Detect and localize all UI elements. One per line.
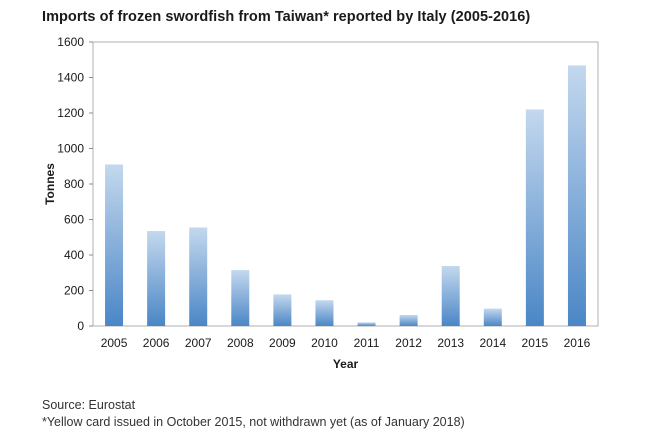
- bar-2008: [231, 270, 250, 326]
- y-tick-label: 1600: [57, 35, 84, 49]
- bar-2013: [441, 266, 460, 326]
- x-tick-label: 2009: [269, 336, 296, 350]
- x-tick-label: 2016: [564, 336, 591, 350]
- x-axis-label: Year: [333, 357, 359, 371]
- y-tick-label: 800: [64, 177, 84, 191]
- x-tick-label: 2006: [143, 336, 170, 350]
- x-tick-label: 2007: [185, 336, 212, 350]
- x-tick-label: 2005: [101, 336, 128, 350]
- bars: [105, 65, 586, 327]
- source-text: Source: Eurostat: [42, 398, 136, 412]
- x-tick-label: 2012: [395, 336, 422, 350]
- x-tick-label: 2008: [227, 336, 254, 350]
- y-tick-label: 400: [64, 248, 84, 262]
- y-tick-label: 1400: [57, 71, 84, 85]
- bar-2011: [357, 322, 376, 326]
- y-tick-label: 600: [64, 213, 84, 227]
- y-axis-label: Tonnes: [43, 163, 57, 205]
- bar-2005: [105, 164, 124, 326]
- x-tick-label: 2013: [437, 336, 464, 350]
- x-tick-label: 2011: [354, 336, 380, 350]
- y-axis-ticks: 0 200 400 600 800 1000 1200 1400 1600: [57, 35, 93, 333]
- y-tick-label: 1000: [57, 142, 84, 156]
- bar-2007: [189, 227, 208, 326]
- plot-frame: [92, 41, 599, 327]
- bar-2016: [567, 65, 586, 327]
- bar-2010: [315, 300, 334, 326]
- bar-2006: [147, 231, 166, 326]
- bar-2015: [525, 109, 544, 326]
- y-tick-label: 200: [64, 284, 84, 298]
- x-tick-label: 2010: [311, 336, 338, 350]
- footnote-text: *Yellow card issued in October 2015, not…: [42, 415, 465, 429]
- x-tick-label: 2014: [479, 336, 506, 350]
- y-tick-label: 1200: [57, 106, 84, 120]
- x-axis-ticks: 2005 2006 2007 2008 2009 2010 2011 2012 2013 2014…: [101, 336, 591, 350]
- bar-2012: [399, 314, 418, 326]
- bar-2009: [273, 294, 292, 326]
- y-tick-label: 0: [77, 319, 84, 333]
- x-tick-label: 2015: [522, 336, 549, 350]
- chart-title: Imports of frozen swordfish from Taiwan*…: [42, 9, 531, 25]
- bar-2014: [483, 308, 502, 326]
